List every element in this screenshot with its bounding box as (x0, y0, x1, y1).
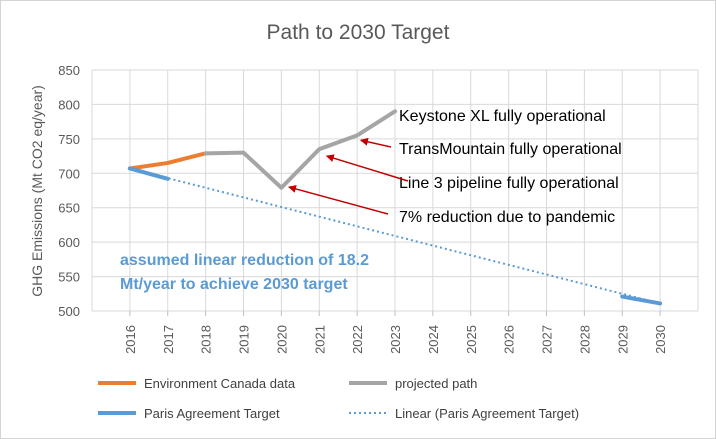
note-line-2: Mt/year to achieve 2030 target (120, 276, 348, 293)
note-line-1: assumed linear reduction of 18.2 (120, 252, 369, 269)
legend-label: Environment Canada data (144, 376, 296, 391)
y-axis-label: GHG Emissions (Mt CO2 eq/year) (29, 85, 45, 297)
series-line (203, 109, 397, 190)
annotation-label: 7% reduction due to pandemic (399, 209, 615, 226)
legend-label: Paris Agreement Target (144, 406, 280, 421)
x-tick-label: 2017 (161, 325, 176, 354)
series-line (620, 294, 663, 306)
y-tick-label: 600 (58, 235, 80, 250)
x-tick-label: 2021 (312, 325, 327, 354)
x-tick-label: 2023 (388, 325, 403, 354)
legend: Environment Canada data projected path Par… (98, 376, 579, 421)
series-line (129, 167, 661, 305)
x-tick-label: 2018 (199, 325, 214, 354)
x-tick-labels: 2016 2017 2018 2019 2020 2021 2022 2023 2024 2025… (123, 311, 668, 354)
x-tick-label: 2025 (464, 325, 479, 354)
y-tick-label: 850 (58, 63, 80, 78)
x-tick-label: 2026 (502, 325, 517, 354)
y-tick-label: 800 (58, 97, 80, 112)
x-tick-label: 2027 (540, 325, 555, 354)
x-tick-label: 2019 (237, 325, 252, 354)
x-tick-label: 2016 (123, 325, 138, 354)
annotation-arrow (359, 137, 392, 148)
y-tick-label: 700 (58, 166, 80, 181)
y-tick-label: 650 (58, 201, 80, 216)
x-tick-label: 2020 (274, 325, 289, 354)
annotation-label: Line 3 pipeline fully operational (399, 175, 619, 192)
gridlines (91, 69, 699, 312)
x-tick-label: 2029 (615, 325, 630, 354)
y-tick-labels: 850 800 750 700 650 600 550 500 (58, 63, 80, 319)
annotation-arrow (325, 154, 409, 182)
x-tick-label: 2024 (426, 325, 441, 354)
annotation-arrow (287, 185, 389, 215)
series-lines (127, 109, 663, 306)
x-tick-label: 2030 (653, 325, 668, 354)
y-tick-label: 750 (58, 132, 80, 147)
series-line (127, 166, 170, 181)
legend-label: Linear (Paris Agreement Target) (395, 406, 579, 421)
x-tick-label: 2028 (577, 325, 592, 354)
x-tick-label: 2022 (350, 325, 365, 354)
y-tick-label: 500 (58, 304, 80, 319)
y-tick-label: 550 (58, 270, 80, 285)
annotation-label: Keystone XL fully operational (399, 108, 606, 125)
legend-label: projected path (395, 376, 477, 391)
chart-title: Path to 2030 Target (267, 21, 450, 44)
annotation-label: TransMountain fully operational (399, 141, 622, 158)
annotations: Keystone XL fully operational TransMounta… (287, 108, 622, 226)
